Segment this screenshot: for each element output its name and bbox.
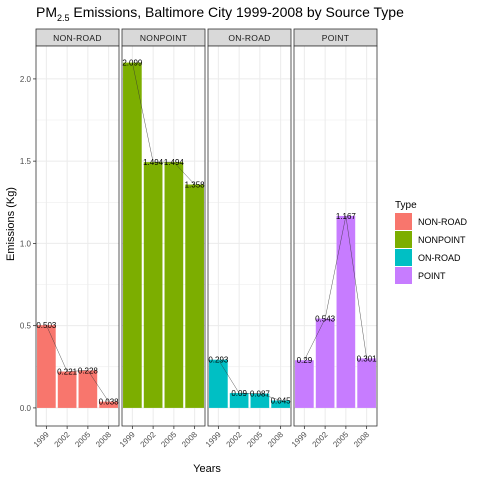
bar [229, 393, 249, 408]
chart-title-prefix: PM [36, 4, 57, 20]
facet-panel-border [121, 45, 206, 427]
legend-swatch [395, 249, 412, 266]
x-tick-label: 2002 [225, 430, 244, 449]
x-tick-label: 2002 [53, 430, 72, 449]
y-tick-label: 1.0 [20, 239, 32, 248]
bar [295, 360, 314, 408]
facet-strip-label: POINT [322, 33, 349, 43]
facet-nonpoint: NONPOINT 2.099 1.494 1.494 1.358 1999 2002 2005… [118, 28, 206, 449]
y-axis-title: Emissions (Kg) [5, 187, 17, 261]
facet-non-road: NON-ROAD 0.503 0.221 0.228 0.038 1999 2002 2005… [32, 28, 120, 449]
bar [78, 370, 98, 408]
data-label: 0.038 [99, 398, 120, 407]
legend: Type NON-ROAD NONPOINT ON-ROAD POINT [395, 200, 467, 284]
bar [164, 162, 184, 408]
facet-gridlines [208, 46, 291, 426]
x-tick-label: 2008 [180, 430, 199, 449]
bar [57, 371, 77, 408]
x-tick-label: 1999 [118, 430, 137, 449]
x-tick-label: 2005 [245, 430, 264, 449]
trend-line [132, 62, 195, 185]
facet-panel-border [293, 45, 378, 427]
data-label: 1.167 [336, 212, 357, 221]
legend-swatch [395, 231, 412, 248]
legend-label: NON-ROAD [418, 217, 467, 227]
bar [336, 215, 356, 408]
bar [123, 62, 142, 408]
facet-point: POINT 0.29 0.543 1.167 0.301 1999 2002 2005 2008 [290, 28, 378, 449]
data-label: 1.358 [185, 181, 206, 190]
data-label: 0.221 [57, 368, 78, 377]
data-label: 0.293 [208, 356, 229, 365]
x-tick-label: 2008 [352, 430, 371, 449]
data-label: 1.494 [164, 158, 185, 167]
trend-line [218, 359, 281, 401]
bar [357, 358, 376, 408]
x-tick-label: 1999 [204, 430, 223, 449]
legend-label: ON-ROAD [418, 253, 461, 263]
data-label: 0.087 [250, 390, 271, 399]
x-tick-label: 1999 [32, 430, 51, 449]
y-tick-label: 0.5 [20, 322, 32, 331]
data-label: 0.503 [36, 321, 57, 330]
chart-title-suffix: Emissions, Baltimore City 1999-2008 by S… [70, 4, 405, 20]
x-tick-label: 2002 [311, 430, 330, 449]
x-tick-label: 2008 [94, 430, 113, 449]
legend-label: NONPOINT [418, 235, 466, 245]
facet-strip-label: NONPOINT [140, 33, 187, 43]
legend-label: POINT [418, 271, 446, 281]
bar [143, 162, 163, 408]
bar [315, 318, 335, 408]
x-axis-title: Years [193, 463, 221, 475]
data-label: 2.099 [122, 59, 143, 68]
facet-strip-label: ON-ROAD [228, 33, 270, 43]
trend-line [46, 325, 109, 402]
bar [271, 400, 290, 408]
data-label: 0.228 [78, 366, 99, 375]
chart-title: PM2.5 Emissions, Baltimore City 1999-200… [36, 4, 404, 23]
data-label: 0.09 [231, 389, 247, 398]
x-tick-label: 2005 [159, 430, 178, 449]
data-label: 0.045 [271, 397, 292, 406]
bar [185, 184, 204, 408]
facet-panel-border [207, 45, 292, 427]
legend-swatch [395, 267, 412, 284]
facet-strip-label: NON-ROAD [53, 33, 102, 43]
facet-panel-border [35, 45, 120, 427]
y-tick-label: 1.5 [20, 157, 32, 166]
chart-title-subscript: 2.5 [57, 13, 70, 23]
x-tick-label: 2005 [73, 430, 92, 449]
bar [99, 401, 118, 408]
legend-title: Type [395, 200, 417, 211]
legend-swatch [395, 213, 412, 230]
y-tick-label: 0.0 [20, 404, 32, 413]
data-label: 1.494 [143, 158, 164, 167]
data-label: 0.301 [357, 354, 378, 363]
trend-line [304, 215, 367, 361]
x-tick-label: 2002 [139, 430, 158, 449]
y-axis: 0.0 0.5 1.0 1.5 2.0 [20, 75, 36, 413]
bar [250, 393, 270, 408]
x-tick-label: 2008 [266, 430, 285, 449]
y-tick-label: 2.0 [20, 75, 32, 84]
x-tick-label: 1999 [290, 430, 309, 449]
bar [37, 325, 56, 408]
x-tick-label: 2005 [331, 430, 350, 449]
data-label: 0.543 [315, 315, 336, 324]
data-label: 0.29 [297, 356, 313, 365]
bar [209, 359, 228, 408]
